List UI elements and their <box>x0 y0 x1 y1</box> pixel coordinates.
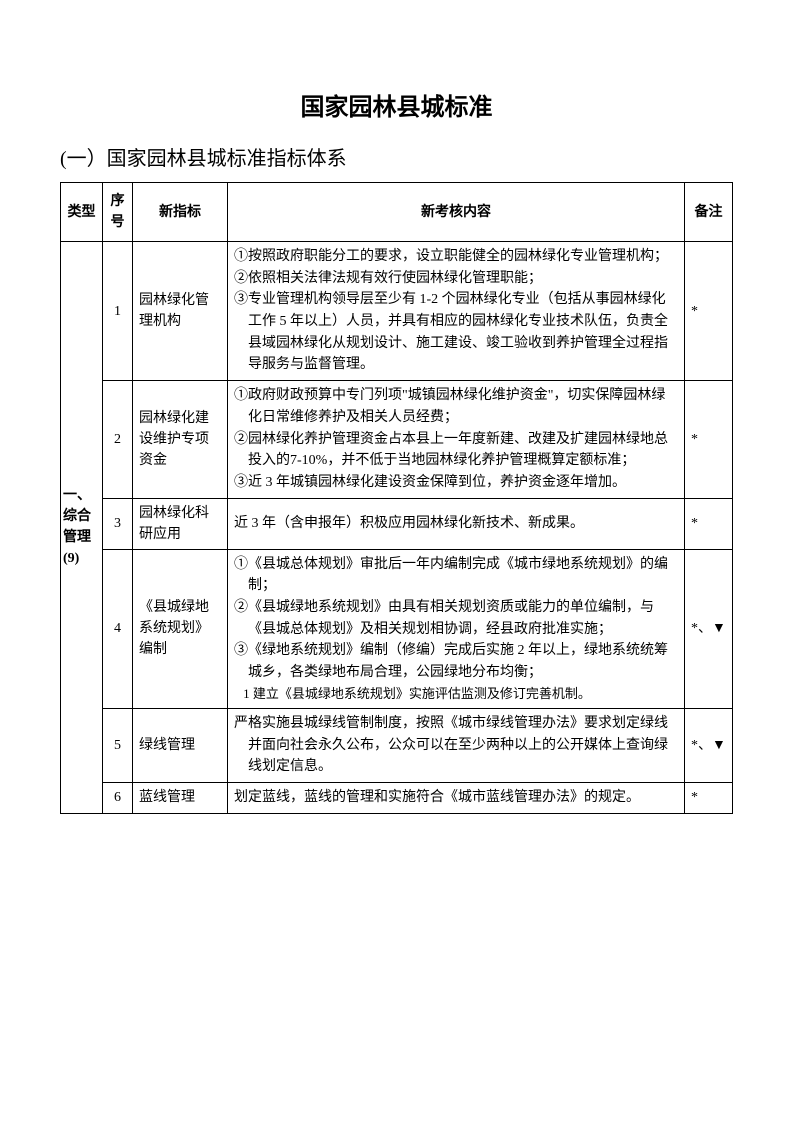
content-cell: ①政府财政预算中专门列项"城镇园林绿化维护资金"，切实保障园林绿化日常维修养护及… <box>228 381 685 498</box>
seq-cell: 4 <box>103 549 133 708</box>
header-remark: 备注 <box>685 183 733 242</box>
content-line: ②依照相关法律法规有效行使园林绿化管理职能； <box>234 268 678 290</box>
content-line: 划定蓝线，蓝线的管理和实施符合《城市蓝线管理办法》的规定。 <box>234 787 678 809</box>
content-subline: 1 建立《县城绿地系统规划》实施评估监测及修订完善机制。 <box>234 684 678 704</box>
seq-cell: 2 <box>103 381 133 498</box>
header-seq: 序号 <box>103 183 133 242</box>
table-row: 一、综合管理(9)1园林绿化管理机构①按照政府职能分工的要求，设立职能健全的园林… <box>61 242 733 381</box>
remark-cell: * <box>685 498 733 549</box>
content-line: ①《县城总体规划》审批后一年内编制完成《城市绿地系统规划》的编制； <box>234 554 678 597</box>
remark-cell: * <box>685 242 733 381</box>
index-cell: 《县城绿地系统规划》编制 <box>133 549 228 708</box>
header-index: 新指标 <box>133 183 228 242</box>
table-row: 3园林绿化科研应用近 3 年（含申报年）积极应用园林绿化新技术、新成果。 * <box>61 498 733 549</box>
table-header-row: 类型 序号 新指标 新考核内容 备注 <box>61 183 733 242</box>
table-row: 4《县城绿地系统规划》编制①《县城总体规划》审批后一年内编制完成《城市绿地系统规… <box>61 549 733 708</box>
content-line: ③近 3 年城镇园林绿化建设资金保障到位，养护资金逐年增加。 <box>234 472 678 494</box>
content-line: ①按照政府职能分工的要求，设立职能健全的园林绿化专业管理机构； <box>234 246 678 268</box>
table-row: 5绿线管理严格实施县城绿线管制制度，按照《城市绿线管理办法》要求划定绿线并面向社… <box>61 708 733 782</box>
table-row: 6蓝线管理划定蓝线，蓝线的管理和实施符合《城市蓝线管理办法》的规定。 * <box>61 782 733 813</box>
content-cell: 近 3 年（含申报年）积极应用园林绿化新技术、新成果。 <box>228 498 685 549</box>
content-cell: ①《县城总体规划》审批后一年内编制完成《城市绿地系统规划》的编制；②《县城绿地系… <box>228 549 685 708</box>
category-cell: 一、综合管理(9) <box>61 242 103 814</box>
content-line: ③《绿地系统规划》编制（修编）完成后实施 2 年以上，绿地系统统筹城乡，各类绿地… <box>234 640 678 683</box>
document-title: 国家园林县城标准 <box>60 90 733 126</box>
seq-cell: 6 <box>103 782 133 813</box>
remark-cell: * <box>685 381 733 498</box>
seq-cell: 3 <box>103 498 133 549</box>
seq-cell: 5 <box>103 708 133 782</box>
index-cell: 蓝线管理 <box>133 782 228 813</box>
content-line: 严格实施县城绿线管制制度，按照《城市绿线管理办法》要求划定绿线并面向社会永久公布… <box>234 713 678 778</box>
content-line: 近 3 年（含申报年）积极应用园林绿化新技术、新成果。 <box>234 513 678 535</box>
content-line: ③专业管理机构领导层至少有 1-2 个园林绿化专业（包括从事园林绿化工作 5 年… <box>234 289 678 376</box>
content-line: ②《县城绿地系统规划》由具有相关规划资质或能力的单位编制，与《县城总体规划》及相… <box>234 597 678 640</box>
content-cell: 划定蓝线，蓝线的管理和实施符合《城市蓝线管理办法》的规定。 <box>228 782 685 813</box>
content-cell: 严格实施县城绿线管制制度，按照《城市绿线管理办法》要求划定绿线并面向社会永久公布… <box>228 708 685 782</box>
content-line: ②园林绿化养护管理资金占本县上一年度新建、改建及扩建园林绿地总投入的7-10%，… <box>234 429 678 472</box>
remark-cell: *、▼ <box>685 549 733 708</box>
header-type: 类型 <box>61 183 103 242</box>
index-cell: 园林绿化管理机构 <box>133 242 228 381</box>
index-cell: 绿线管理 <box>133 708 228 782</box>
remark-cell: *、▼ <box>685 708 733 782</box>
header-content: 新考核内容 <box>228 183 685 242</box>
section-subtitle: (一）国家园林县城标准指标体系 <box>60 144 733 174</box>
index-cell: 园林绿化建设维护专项资金 <box>133 381 228 498</box>
seq-cell: 1 <box>103 242 133 381</box>
index-cell: 园林绿化科研应用 <box>133 498 228 549</box>
table-row: 2园林绿化建设维护专项资金①政府财政预算中专门列项"城镇园林绿化维护资金"，切实… <box>61 381 733 498</box>
remark-cell: * <box>685 782 733 813</box>
content-line: ①政府财政预算中专门列项"城镇园林绿化维护资金"，切实保障园林绿化日常维修养护及… <box>234 385 678 428</box>
standards-table: 类型 序号 新指标 新考核内容 备注 一、综合管理(9)1园林绿化管理机构①按照… <box>60 182 733 814</box>
content-cell: ①按照政府职能分工的要求，设立职能健全的园林绿化专业管理机构；②依照相关法律法规… <box>228 242 685 381</box>
